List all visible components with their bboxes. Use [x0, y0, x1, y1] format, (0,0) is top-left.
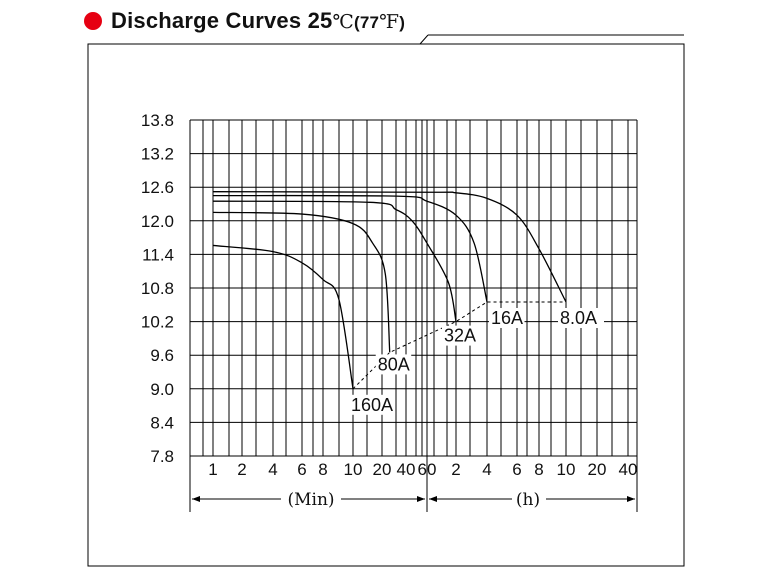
header-underline-slant — [419, 34, 429, 45]
x-tick-label-min: 4 — [268, 460, 277, 479]
curve-160a — [212, 244, 354, 389]
chart-border — [87, 43, 685, 567]
curve-16a — [212, 194, 488, 303]
x-tick-label-h: 4 — [482, 460, 491, 479]
arrow-head-icon — [429, 496, 437, 502]
y-tick-label: 8.4 — [150, 413, 174, 432]
arrow-head-icon — [192, 496, 200, 502]
series-label-bg — [558, 308, 604, 328]
x-tick-label-h: 8 — [534, 460, 543, 479]
x-tick-label-h: 40 — [619, 460, 638, 479]
discharge-curves — [212, 191, 567, 389]
red-bullet-icon — [84, 12, 102, 30]
x-tick-label-h: 2 — [451, 460, 460, 479]
y-tick-label: 9.6 — [150, 346, 174, 365]
x-tick-label-min: 8 — [318, 460, 327, 479]
x-group-label: (Min) — [287, 490, 334, 510]
chart-title: Discharge Curves 25℃(77℉) — [111, 8, 405, 34]
x-tick-label-h: 20 — [588, 460, 607, 479]
y-axis-labels: 13.8 13.2 12.6 12.0 11.4 10.8 10.2 9.6 9.0 8.4 7.8 — [141, 111, 174, 466]
arrow-head-icon — [417, 496, 425, 502]
x-tick-label-min: 20 — [373, 460, 392, 479]
fahrenheit-symbol: ℉ — [379, 11, 400, 33]
y-tick-label: 12.0 — [141, 212, 174, 231]
curve-32a — [212, 200, 457, 322]
x-tick-label-h: 10 — [557, 460, 576, 479]
x-tick-label-min: 10 — [344, 460, 363, 479]
title-f-close: ) — [399, 13, 406, 32]
y-tick-label: 10.2 — [141, 313, 174, 332]
x-tick-label-min: 1 — [208, 460, 217, 479]
y-tick-label: 7.8 — [150, 447, 174, 466]
series-label: 32A — [444, 326, 476, 346]
series-label: 80A — [378, 354, 410, 374]
series-label: 16A — [491, 308, 523, 328]
x-tick-label-min: 2 — [237, 460, 246, 479]
end-voltage-line — [352, 301, 566, 390]
y-tick-label: 9.0 — [150, 380, 174, 399]
y-tick-label: 13.2 — [141, 145, 174, 164]
y-tick-label: 13.8 — [141, 111, 174, 130]
series-label-bg — [489, 308, 525, 328]
x-group-label: (h) — [516, 490, 540, 510]
x-tick-label-min: 40 — [397, 460, 416, 479]
x-tick-label-h: 6 — [512, 460, 521, 479]
x-tick-label-min: 60 — [418, 460, 437, 479]
title-main: Discharge Curves 25 — [111, 8, 333, 33]
chart-heading: Discharge Curves 25℃(77℉) — [84, 6, 405, 36]
series-label-bg — [442, 325, 478, 346]
series-label-bg — [349, 394, 395, 415]
series-labels: 160A 80A 32A 16A 8.0A — [349, 308, 604, 415]
series-label: 8.0A — [560, 308, 597, 328]
arrow-head-icon — [627, 496, 635, 502]
y-tick-label: 11.4 — [142, 245, 174, 264]
x-tick-label-min: 6 — [297, 460, 306, 479]
curve-8-0a — [212, 191, 567, 303]
celsius-symbol: ℃ — [332, 11, 354, 33]
x-axis-labels: 1 2 4 6 8 10 20 40 60 2 4 6 8 10 20 40 — [208, 460, 637, 479]
series-label: 160A — [351, 395, 393, 415]
curve-80a — [212, 211, 391, 353]
end-voltage-dashed-line — [352, 301, 566, 390]
title-f-open: (77 — [353, 13, 380, 32]
series-label-bg — [375, 354, 412, 375]
y-tick-label: 12.6 — [141, 178, 174, 197]
y-tick-label: 10.8 — [141, 279, 174, 298]
x-group-labels: (Min) (h) — [192, 490, 635, 510]
grid-lines — [189, 119, 638, 512]
